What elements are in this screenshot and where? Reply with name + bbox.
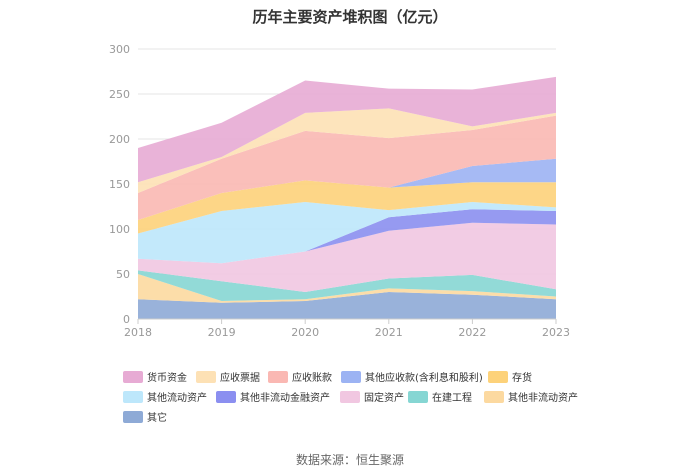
y-tick-label: 150 (109, 178, 130, 191)
series-area-6 (138, 209, 556, 264)
series-area-3 (138, 158, 556, 220)
legend-item-8[interactable]: 在建工程 (408, 391, 472, 404)
series-area-10 (138, 292, 556, 319)
x-tick-label: 2023 (542, 326, 570, 339)
y-tick-label: 250 (109, 88, 130, 101)
legend-label: 固定资产 (364, 391, 404, 404)
legend-item-2[interactable]: 应收账款 (268, 371, 332, 384)
legend-label: 其它 (147, 411, 167, 424)
legend-label: 其他非流动资产 (508, 391, 578, 404)
legend-label: 其他非流动金融资产 (240, 391, 330, 404)
legend-swatch (488, 371, 508, 383)
x-tick-label: 2021 (375, 326, 403, 339)
legend-item-6[interactable]: 其他非流动金融资产 (216, 391, 330, 404)
chart-title: 历年主要资产堆积图（亿元） (252, 8, 448, 26)
data-source: 数据来源：恒生聚源 (295, 453, 404, 467)
legend-swatch (408, 391, 428, 403)
axis-layer: 0 50 100 150 200 250 300 2018 2019 2020 2021 2022 20… (109, 43, 570, 339)
series-area-2 (138, 115, 556, 220)
legend-item-0[interactable]: 货币资金 (123, 371, 187, 384)
series-area-9 (138, 274, 556, 303)
legend-swatch (123, 411, 143, 423)
legend-item-5[interactable]: 其他流动资产 (123, 391, 207, 404)
legend-swatch (340, 391, 360, 403)
legend-item-3[interactable]: 其他应收款(含利息和股利) (341, 371, 483, 384)
y-tick-label: 100 (109, 223, 130, 236)
legend-swatch (268, 371, 288, 383)
legend-swatch (196, 371, 216, 383)
x-tick-label: 2019 (208, 326, 236, 339)
legend-label: 在建工程 (432, 391, 472, 404)
y-tick-label: 300 (109, 43, 130, 56)
x-tick-label: 2020 (291, 326, 319, 339)
legend-swatch (123, 371, 143, 383)
y-tick-label: 0 (123, 313, 130, 326)
series-area-5 (138, 202, 556, 264)
x-tick-label: 2022 (458, 326, 486, 339)
legend-swatch (484, 391, 504, 403)
legend-label: 货币资金 (147, 371, 187, 384)
series-area-8 (138, 270, 556, 301)
legend-item-10[interactable]: 其它 (123, 411, 167, 424)
legend-label: 其他流动资产 (147, 391, 207, 404)
legend-label: 应收票据 (220, 371, 260, 384)
area-layer (138, 76, 556, 319)
legend-label: 其他应收款(含利息和股利) (365, 371, 483, 384)
legend-swatch (341, 371, 361, 383)
y-tick-label: 200 (109, 133, 130, 146)
legend-swatch (216, 391, 236, 403)
y-tick-label: 50 (116, 268, 130, 281)
legend-label: 存货 (512, 371, 532, 384)
legend-label: 应收账款 (292, 371, 332, 384)
series-area-0 (138, 76, 556, 183)
legend-item-1[interactable]: 应收票据 (196, 371, 260, 384)
legend-item-7[interactable]: 固定资产 (340, 391, 404, 404)
series-area-1 (138, 108, 556, 193)
legend-item-9[interactable]: 其他非流动资产 (484, 391, 578, 404)
series-area-4 (138, 180, 556, 234)
x-tick-label: 2018 (124, 326, 152, 339)
series-area-7 (138, 222, 556, 292)
legend-item-4[interactable]: 存货 (488, 371, 532, 384)
legend-swatch (123, 391, 143, 403)
